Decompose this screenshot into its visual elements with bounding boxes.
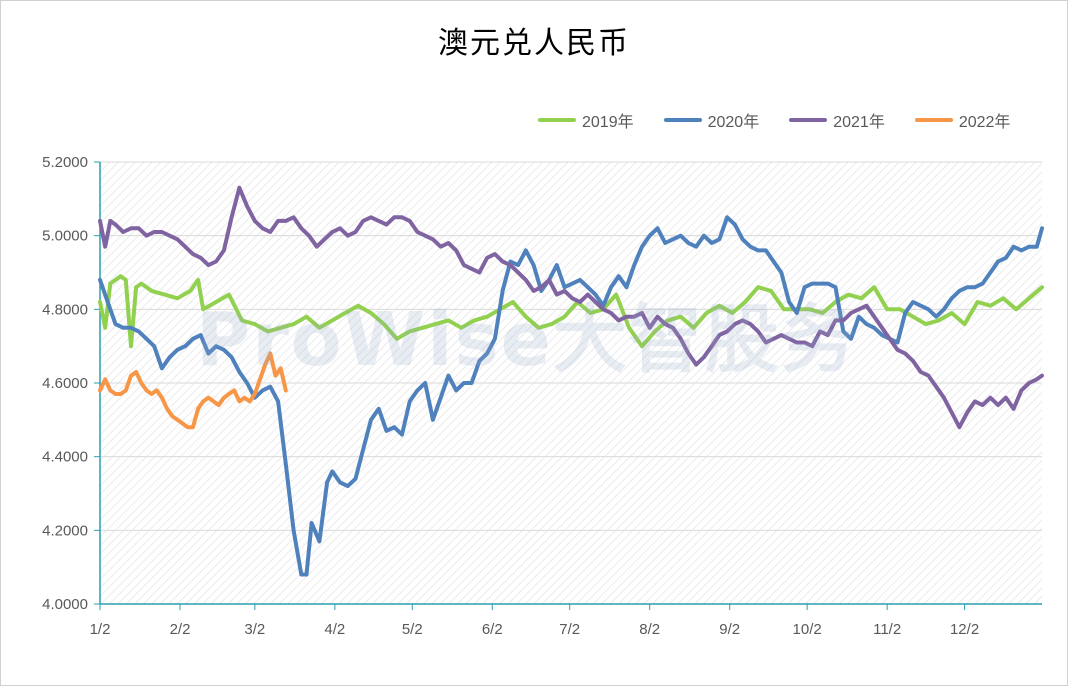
legend-swatch-2021 (789, 118, 828, 122)
x-tick-label: 4/2 (324, 621, 345, 638)
y-tick-label: 5.0000 (42, 228, 88, 245)
legend-item-2019[interactable]: 2019年 (538, 108, 634, 132)
x-tick-label: 9/2 (719, 621, 740, 638)
chart-title: 澳元兑人民币 (438, 26, 630, 61)
y-tick-label: 4.8000 (42, 301, 88, 318)
legend-swatch-2019 (538, 118, 576, 122)
y-tick-label: 4.4000 (42, 449, 88, 466)
series-line-2020 (98, 215, 1044, 577)
y-tick-label: 4.2000 (42, 522, 88, 539)
legend-label-2020: 2020年 (707, 114, 760, 131)
x-tick-label: 10/2 (793, 621, 822, 638)
y-tick-label: 5.2000 (42, 154, 88, 171)
x-tick-label: 5/2 (402, 621, 423, 638)
legend-swatch-2022 (914, 118, 953, 122)
series-line-2022 (98, 351, 288, 430)
legend-label-2019: 2019年 (582, 114, 634, 131)
x-tick-label: 2/2 (170, 621, 191, 638)
x-tick-label: 11/2 (873, 621, 901, 638)
x-tick-label: 3/2 (244, 621, 265, 638)
x-tick-label: 12/2 (950, 621, 979, 638)
legend-swatch-2020 (663, 118, 702, 122)
x-tick-label: 6/2 (482, 621, 503, 638)
x-tick-label: 7/2 (559, 621, 580, 638)
y-tick-label: 4.6000 (42, 375, 88, 392)
legend-label-2021: 2021年 (833, 114, 885, 131)
y-tick-label: 4.0000 (42, 596, 88, 613)
x-tick-label: 8/2 (639, 621, 660, 638)
legend-item-2020[interactable]: 2020年 (663, 108, 760, 132)
axes: 4.0000 4.2000 4.4000 4.6000 4.8000 5.0000 5.20… (42, 154, 1042, 638)
watermark: ProWise大智股务 (196, 297, 857, 383)
series-line-2019 (98, 274, 1044, 349)
chart-legend: 2019年 2020年 2021年 2022年 (538, 108, 1040, 132)
legend-item-2021[interactable]: 2021年 (789, 108, 885, 132)
x-tick-label: 1/2 (90, 621, 111, 638)
series-line-2021 (98, 185, 1044, 430)
legend-label-2022: 2022年 (958, 114, 1011, 131)
series-lines (98, 185, 1044, 577)
legend-item-2022[interactable]: 2022年 (914, 108, 1011, 132)
